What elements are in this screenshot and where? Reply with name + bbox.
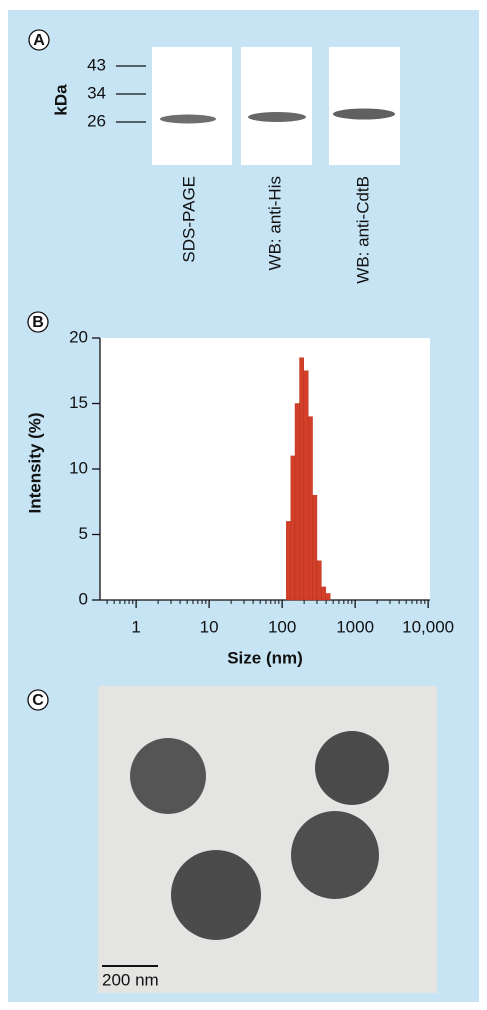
lane-label: WB: anti-CdtB [353,176,372,284]
panel-b: B [27,311,430,600]
nanoparticle [171,850,261,940]
histogram-bar [286,521,291,601]
lane-label: SDS-PAGE [179,176,198,263]
x-axis-title: Size (nm) [227,648,303,667]
histogram-bar [290,455,296,601]
gel-band [160,114,216,124]
histogram-bar [299,357,304,601]
y-axis-title: Intensity (%) [25,412,44,513]
panel-letter: C [32,692,44,709]
y-tick-label: 10 [69,458,88,477]
gel-band [248,112,306,122]
panel-letter: B [32,314,44,331]
gel-lane [329,47,400,165]
histogram-bar [294,403,300,601]
gel-band [333,108,395,120]
panel-a: A kDa [28,29,400,165]
scale-bar-label: 200 nm [102,970,159,989]
x-tick-label: 100 [268,617,296,636]
histogram-bar [303,370,309,601]
nanoparticle [291,811,379,899]
plot-area [100,338,430,600]
x-tick-label: 10 [200,617,219,636]
nanoparticle [130,738,206,814]
marker-label: 34 [87,83,106,102]
gel-lane [152,47,232,165]
marker-label: 26 [87,111,106,130]
tem-image [98,686,437,993]
histogram-bar [316,560,322,601]
y-tick-label: 0 [79,589,88,608]
panel-c: C 200 nm [27,686,437,993]
lane-label: WB: anti-His [265,176,284,270]
panel-letter-circle [27,689,49,711]
histogram-bar [312,495,318,601]
histogram-bar [325,593,331,601]
histogram-bar [308,416,313,601]
marker-label: 43 [87,55,106,74]
x-tick-label: 1000 [336,617,374,636]
y-tick-label: 15 [69,393,88,412]
y-tick-label: 5 [79,524,88,543]
x-tick-label: 1 [131,617,140,636]
panel-letter-circle [27,311,49,333]
gel-lane [241,47,312,165]
panel-letter: A [33,32,45,49]
unit-label: kDa [51,84,70,116]
y-tick-label: 20 [69,327,88,346]
x-tick-label: 10,000 [402,617,454,636]
histogram-bar [321,586,326,601]
panel-letter-circle [28,29,50,51]
nanoparticle [315,731,389,805]
